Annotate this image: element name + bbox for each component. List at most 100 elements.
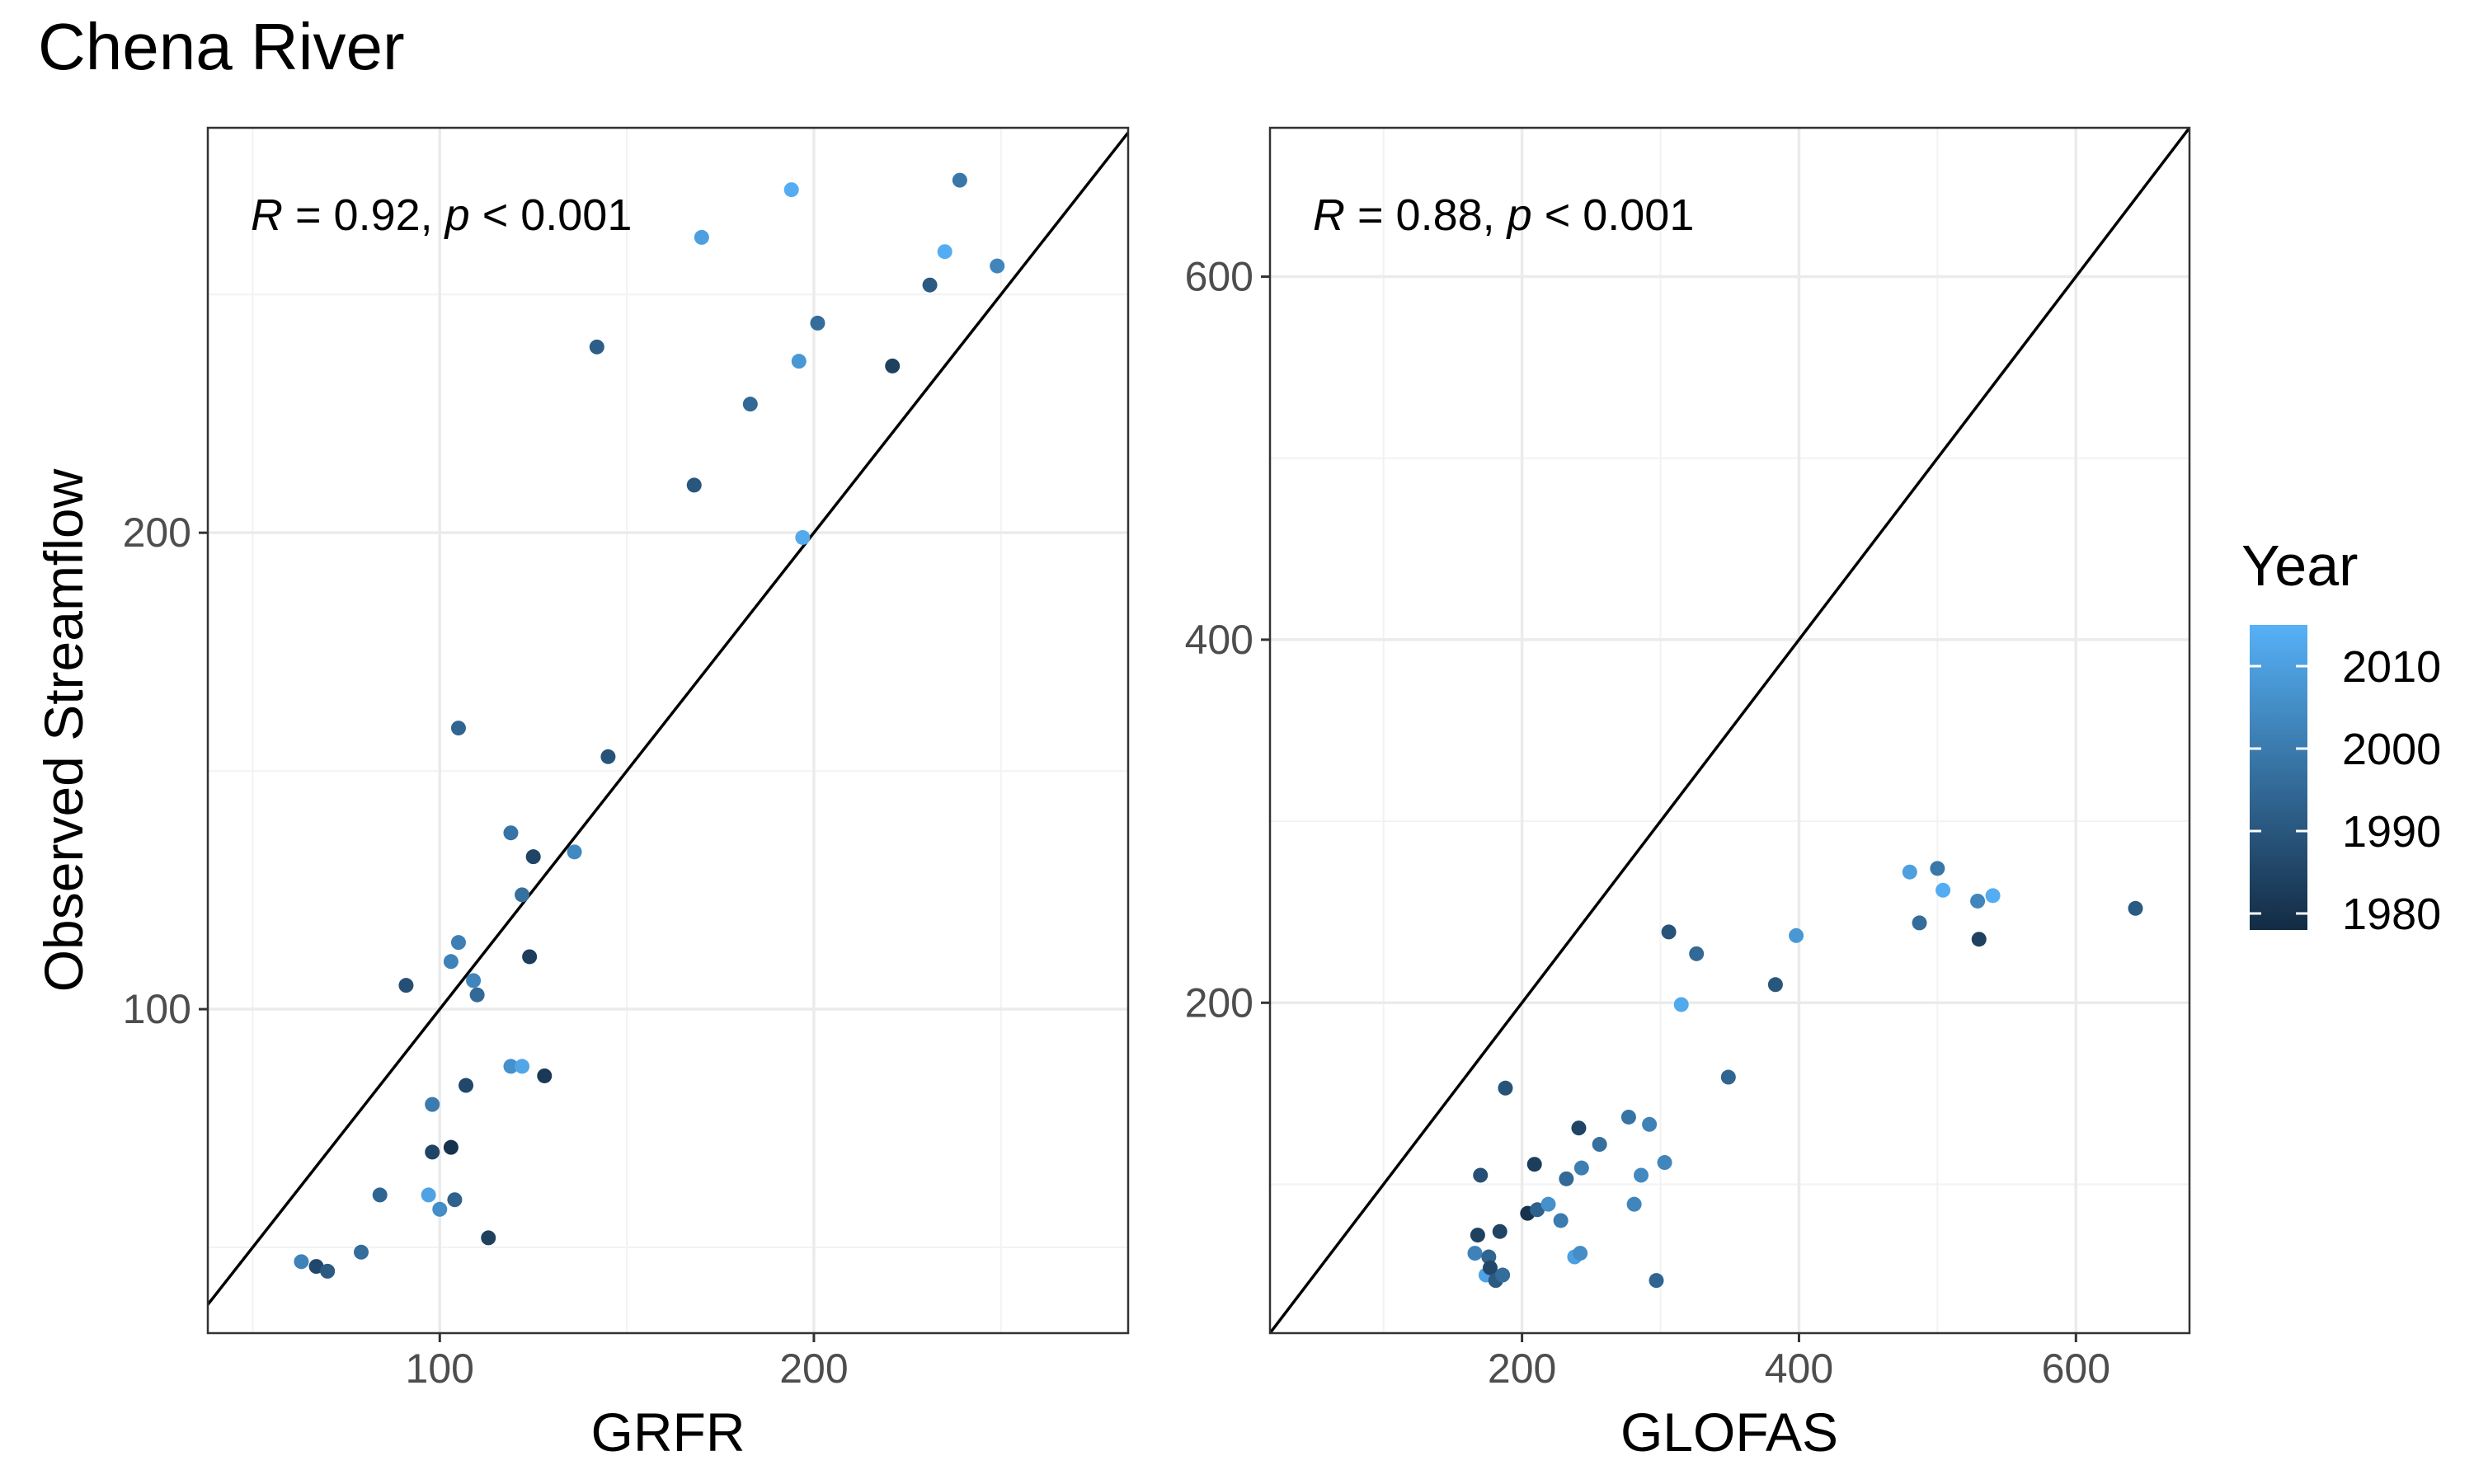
data-point [1526,1157,1542,1172]
y-tick-label: 100 [123,986,191,1032]
data-point [1912,915,1927,931]
data-point [1482,1260,1498,1275]
data-point [522,949,538,965]
legend: Year 2010 2000 1990 1980 [2241,533,2441,939]
data-point [466,973,482,989]
x-tick-label: 100 [406,1345,474,1392]
data-point [537,1068,553,1083]
data-point [1720,1069,1736,1085]
legend-title: Year [2241,533,2358,598]
data-point [1467,1246,1483,1261]
data-point [372,1187,388,1203]
data-point [1481,1249,1497,1265]
data-point [1634,1167,1649,1183]
legend-colorbar [2250,625,2307,930]
data-point [600,749,616,764]
data-point [922,277,938,293]
data-point [1661,924,1677,940]
data-point [990,258,1005,274]
data-point [354,1244,369,1260]
data-point [432,1201,448,1217]
data-point [515,887,530,903]
data-point [1935,882,1951,898]
data-point [885,358,901,373]
x-tick-label: 200 [1488,1345,1556,1392]
panel-border [1268,126,2191,1335]
data-point [1767,977,1783,993]
data-point [1649,1273,1664,1289]
correlation-annotation: R = 0.88, p < 0.001 [1313,190,1694,240]
correlation-annotation: R = 0.92, p < 0.001 [251,190,632,240]
data-point [589,339,604,355]
data-point [1495,1267,1511,1283]
data-point [503,825,519,841]
data-point [425,1097,440,1112]
data-point [1473,1167,1489,1183]
data-point [1902,864,1917,880]
data-point [1571,1120,1587,1136]
data-point [447,1192,463,1208]
data-point [1592,1137,1607,1153]
data-point [810,315,825,331]
data-point [686,477,702,493]
data-point [1620,1109,1636,1125]
data-point [1673,997,1689,1012]
data-point [1789,928,1804,943]
y-axis-title: Observed Streamflow [33,468,94,992]
data-point [308,1259,324,1275]
data-point [1573,1246,1588,1261]
x-tick-label: 600 [2042,1345,2110,1392]
data-point [567,844,582,860]
data-point [1930,861,1945,876]
data-point [1498,1080,1513,1096]
data-point [1970,893,1986,909]
data-point [1573,1160,1589,1176]
data-point [1985,888,2001,904]
data-point [1530,1202,1545,1218]
data-point [515,1059,530,1074]
data-point [294,1254,309,1270]
data-point [1559,1171,1574,1186]
data-point [425,1144,440,1160]
y-tick-label: 200 [123,510,191,556]
data-point [525,849,541,865]
legend-label: 2000 [2342,725,2441,774]
data-point [450,721,466,736]
x-axis-title: GRFR [591,1402,745,1463]
data-point [320,1263,336,1279]
data-point [742,397,758,412]
data-point [459,1078,474,1093]
x-tick-label: 200 [779,1345,848,1392]
data-point [795,529,811,545]
y-tick-label: 400 [1185,617,1253,663]
legend-label: 1990 [2342,807,2441,857]
legend-label: 1980 [2342,890,2441,939]
figure-title: Chena River [38,10,405,83]
identity-line [1270,128,2189,1333]
data-point [937,244,952,260]
data-point [443,1139,459,1155]
data-point [398,978,414,993]
data-point [1657,1155,1672,1171]
data-point [421,1187,436,1203]
data-point [1492,1223,1507,1239]
x-tick-label: 400 [1765,1345,1833,1392]
identity-line [208,129,1128,1308]
legend-label: 2010 [2342,642,2441,692]
y-tick-label: 600 [1185,254,1253,300]
data-point [2128,900,2143,916]
panel-glofas: 200 400 600 200 400 600 GLOFAS R = 0.88, p < 0.… [1185,126,2191,1463]
data-point [1553,1213,1569,1228]
data-point [443,954,459,970]
data-point [450,935,466,951]
data-point [952,172,967,188]
x-axis-title: GLOFAS [1620,1402,1838,1463]
data-point [783,182,799,198]
data-point [1626,1196,1642,1212]
data-point [1689,946,1705,961]
data-point [791,354,807,369]
data-point [469,987,485,1003]
data-point [1971,932,1987,947]
panel-grfr: 100 200 100 200 GRFR Observed Streamflow R = 0… [33,126,1130,1463]
